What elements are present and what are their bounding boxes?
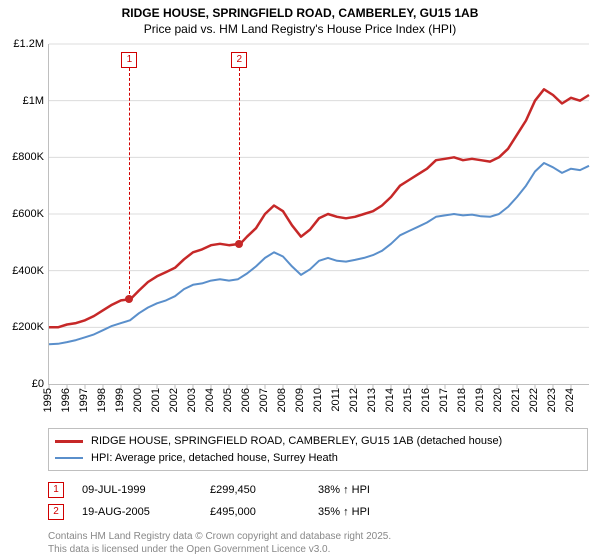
event-marker	[235, 240, 243, 248]
legend: RIDGE HOUSE, SPRINGFIELD ROAD, CAMBERLEY…	[48, 428, 588, 523]
legend-row-hpi: HPI: Average price, detached house, Surr…	[55, 450, 581, 467]
legend-label-property: RIDGE HOUSE, SPRINGFIELD ROAD, CAMBERLEY…	[91, 433, 502, 450]
x-tick-label: 2019	[474, 388, 486, 412]
y-tick-label: £600K	[4, 208, 44, 220]
event-marker	[125, 295, 133, 303]
footer: Contains HM Land Registry data © Crown c…	[48, 531, 391, 556]
legend-box: RIDGE HOUSE, SPRINGFIELD ROAD, CAMBERLEY…	[48, 428, 588, 471]
x-tick-label: 2021	[510, 388, 522, 412]
event-flag-line	[129, 68, 130, 299]
event-row: 2 19-AUG-2005 £495,000 35% ↑ HPI	[48, 501, 588, 523]
x-tick-label: 2012	[348, 388, 360, 412]
y-tick-label: £400K	[4, 265, 44, 277]
event-row: 1 09-JUL-1999 £299,450 38% ↑ HPI	[48, 479, 588, 501]
event-rows: 1 09-JUL-1999 £299,450 38% ↑ HPI 2 19-AUG-200…	[48, 479, 588, 523]
event-row-date: 19-AUG-2005	[82, 506, 192, 518]
x-tick-label: 1999	[114, 388, 126, 412]
x-tick-label: 2020	[492, 388, 504, 412]
x-tick-label: 2007	[258, 388, 270, 412]
x-tick-label: 2006	[240, 388, 252, 412]
x-tick-label: 2023	[546, 388, 558, 412]
x-tick-label: 1995	[42, 388, 54, 412]
x-tick-label: 2018	[456, 388, 468, 412]
x-tick-label: 2002	[168, 388, 180, 412]
x-tick-label: 2015	[402, 388, 414, 412]
x-tick-label: 1998	[96, 388, 108, 412]
footer-line-2: This data is licensed under the Open Gov…	[48, 544, 391, 557]
x-tick-label: 2000	[132, 388, 144, 412]
legend-swatch-hpi	[55, 457, 83, 459]
x-tick-label: 2004	[204, 388, 216, 412]
y-tick-label: £1.2M	[4, 38, 44, 50]
x-tick-label: 1997	[78, 388, 90, 412]
x-tick-label: 2001	[150, 388, 162, 412]
x-tick-label: 2024	[564, 388, 576, 412]
x-tick-label: 2013	[366, 388, 378, 412]
x-tick-label: 2017	[438, 388, 450, 412]
event-row-flag: 2	[48, 504, 64, 520]
event-flag-line	[239, 68, 240, 244]
y-tick-label: £0	[4, 378, 44, 390]
event-row-price: £495,000	[210, 506, 300, 518]
x-tick-label: 2003	[186, 388, 198, 412]
x-tick-label: 2009	[294, 388, 306, 412]
chart-title: RIDGE HOUSE, SPRINGFIELD ROAD, CAMBERLEY…	[0, 0, 600, 37]
legend-label-hpi: HPI: Average price, detached house, Surr…	[91, 450, 338, 467]
event-flag-box: 1	[121, 52, 137, 68]
x-tick-label: 2005	[222, 388, 234, 412]
x-tick-label: 2022	[528, 388, 540, 412]
x-tick-label: 2008	[276, 388, 288, 412]
y-tick-label: £800K	[4, 151, 44, 163]
event-row-date: 09-JUL-1999	[82, 484, 192, 496]
event-row-price: £299,450	[210, 484, 300, 496]
footer-line-1: Contains HM Land Registry data © Crown c…	[48, 531, 391, 544]
event-flag-box: 2	[231, 52, 247, 68]
x-tick-label: 1996	[60, 388, 72, 412]
title-line-2: Price paid vs. HM Land Registry's House …	[0, 22, 600, 38]
event-row-flag: 1	[48, 482, 64, 498]
event-row-delta: 35% ↑ HPI	[318, 506, 408, 518]
event-row-delta: 38% ↑ HPI	[318, 484, 408, 496]
legend-swatch-property	[55, 440, 83, 443]
y-tick-label: £1M	[4, 95, 44, 107]
x-tick-label: 2014	[384, 388, 396, 412]
title-line-1: RIDGE HOUSE, SPRINGFIELD ROAD, CAMBERLEY…	[0, 6, 600, 22]
x-tick-label: 2010	[312, 388, 324, 412]
x-tick-label: 2016	[420, 388, 432, 412]
y-tick-label: £200K	[4, 321, 44, 333]
legend-row-property: RIDGE HOUSE, SPRINGFIELD ROAD, CAMBERLEY…	[55, 433, 581, 450]
chart-container: RIDGE HOUSE, SPRINGFIELD ROAD, CAMBERLEY…	[0, 0, 600, 560]
x-tick-label: 2011	[330, 388, 342, 412]
